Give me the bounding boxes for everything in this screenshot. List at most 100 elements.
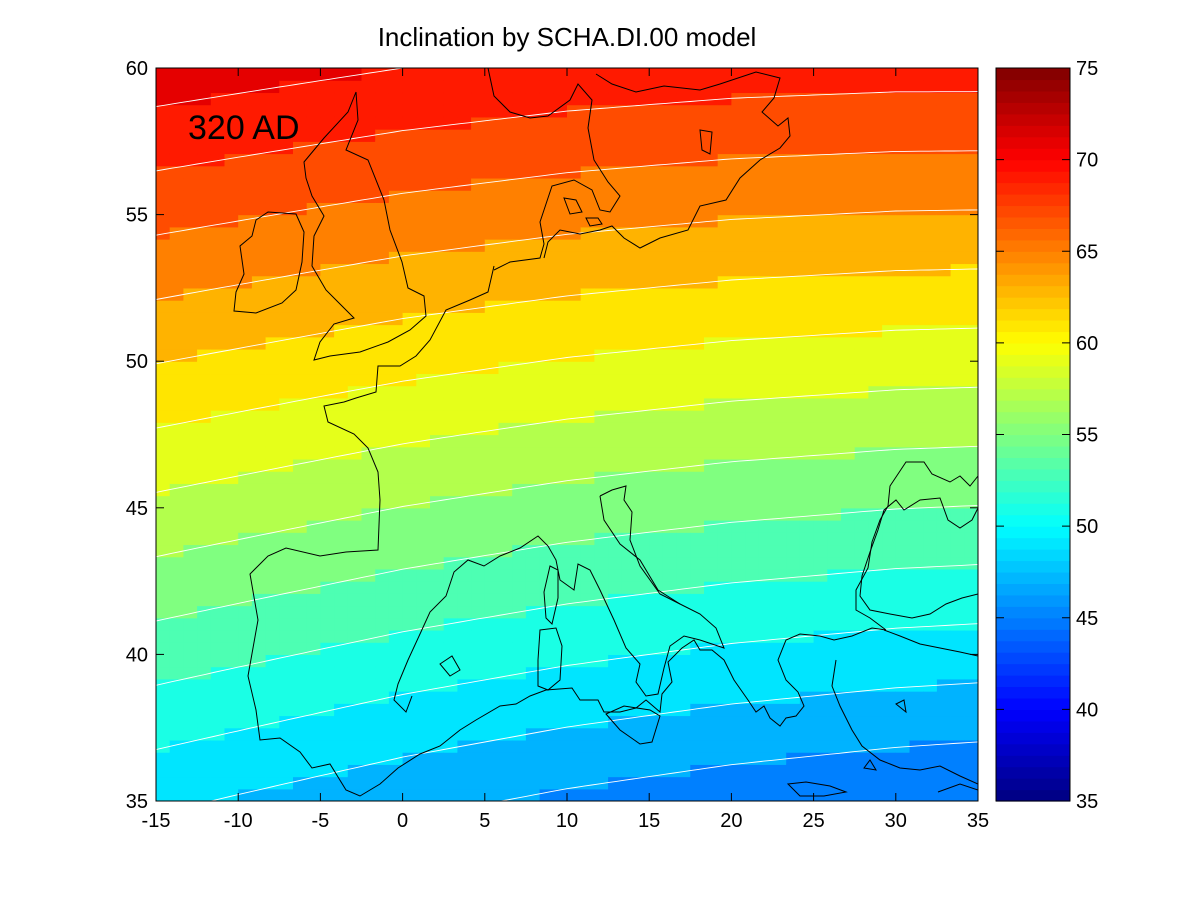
heatmap-cell (745, 202, 760, 216)
heatmap-cell (443, 287, 458, 301)
heatmap-cell (512, 593, 527, 607)
heatmap-cell (279, 593, 294, 607)
heatmap-cell (169, 141, 184, 155)
heatmap-cell (347, 776, 363, 790)
heatmap-cell (156, 556, 171, 570)
heatmap-cell (786, 300, 801, 313)
heatmap-cell (512, 177, 527, 191)
heatmap-cell (745, 116, 760, 130)
heatmap-cell (594, 92, 609, 106)
heatmap-cell (416, 165, 431, 179)
heatmap-cell (772, 239, 787, 252)
heatmap-cell (895, 776, 911, 790)
heatmap-cell (320, 666, 335, 680)
heatmap-cell (156, 312, 171, 326)
heatmap-cell (251, 471, 267, 484)
heatmap-cell (690, 92, 705, 106)
heatmap-cell (635, 190, 650, 203)
heatmap-cell (525, 434, 541, 448)
heatmap-cell (608, 251, 623, 265)
heatmap-cell (361, 776, 376, 790)
heatmap-cell (662, 202, 678, 216)
heatmap-cell (704, 678, 719, 692)
heatmap-cell (320, 703, 335, 717)
heatmap-cell (731, 190, 746, 203)
heatmap-cell (882, 691, 897, 704)
heatmap-cell (827, 141, 842, 155)
heatmap-cell (909, 678, 924, 692)
heatmap-cell (950, 263, 965, 277)
heatmap-cell (717, 263, 732, 277)
heatmap-cell (471, 275, 486, 289)
heatmap-cell (895, 287, 911, 301)
heatmap-cell (375, 727, 390, 741)
heatmap-cell (909, 642, 924, 655)
heatmap-cell (895, 691, 911, 704)
heatmap-cell (950, 300, 965, 313)
heatmap-cell (841, 678, 856, 692)
heatmap-cell (388, 422, 404, 436)
heatmap-cell (293, 556, 308, 570)
heatmap-cell (498, 691, 513, 704)
heatmap-cell (553, 275, 568, 289)
heatmap-cell (361, 495, 376, 509)
heatmap-cell (334, 141, 349, 155)
heatmap-cell (238, 752, 253, 765)
heatmap-cell (183, 300, 198, 313)
heatmap-cell (635, 312, 650, 326)
heatmap-cell (827, 129, 842, 142)
heatmap-cell (841, 703, 856, 717)
heatmap-cell (156, 214, 171, 228)
heatmap-cell (484, 739, 500, 753)
heatmap-cell (662, 287, 678, 301)
heatmap-cell (649, 385, 664, 399)
heatmap-cell (909, 752, 924, 765)
heatmap-cell (882, 666, 897, 680)
heatmap-cell (799, 226, 815, 240)
heatmap-cell (662, 373, 678, 387)
heatmap-cell (882, 104, 897, 118)
heatmap-cell (265, 703, 280, 717)
heatmap-cell (567, 788, 582, 801)
heatmap-cell (539, 556, 554, 570)
heatmap-cell (156, 446, 171, 460)
heatmap-cell (293, 68, 308, 81)
heatmap-cell (210, 263, 226, 277)
heatmap-cell (251, 312, 267, 326)
heatmap-cell (799, 703, 815, 717)
heatmap-cell (251, 165, 267, 179)
heatmap-cell (704, 666, 719, 680)
heatmap-cell (402, 544, 417, 558)
heatmap-cell (662, 190, 678, 203)
heatmap-cell (950, 629, 965, 643)
heatmap-cell (251, 556, 267, 570)
heatmap-cell (402, 251, 417, 265)
heatmap-cell (964, 556, 978, 570)
heatmap-cell (361, 788, 376, 801)
heatmap-cell (430, 458, 445, 472)
heatmap-cell (210, 471, 226, 484)
heatmap-cell (813, 104, 828, 118)
heatmap-cell (553, 141, 568, 155)
heatmap-cell (484, 251, 500, 265)
heatmap-cell (799, 788, 815, 801)
heatmap-cell (293, 275, 308, 289)
heatmap-cell (375, 776, 390, 790)
heatmap-cell (799, 483, 815, 497)
heatmap-cell (882, 410, 897, 423)
heatmap-cell (183, 642, 198, 655)
heatmap-cell (580, 312, 595, 326)
heatmap-cell (553, 92, 568, 106)
heatmap-cell (895, 532, 911, 546)
heatmap-cell (388, 287, 404, 301)
heatmap-cell (484, 165, 500, 179)
heatmap-cell (224, 80, 239, 94)
heatmap-cell (936, 752, 952, 765)
heatmap-cell (758, 373, 774, 387)
heatmap-cell (868, 776, 883, 790)
heatmap-cell (443, 678, 458, 692)
contour-line-50 (156, 623, 978, 751)
heatmap-cell (799, 776, 815, 790)
heatmap-cell (293, 483, 308, 497)
heatmap-cell (731, 654, 746, 668)
